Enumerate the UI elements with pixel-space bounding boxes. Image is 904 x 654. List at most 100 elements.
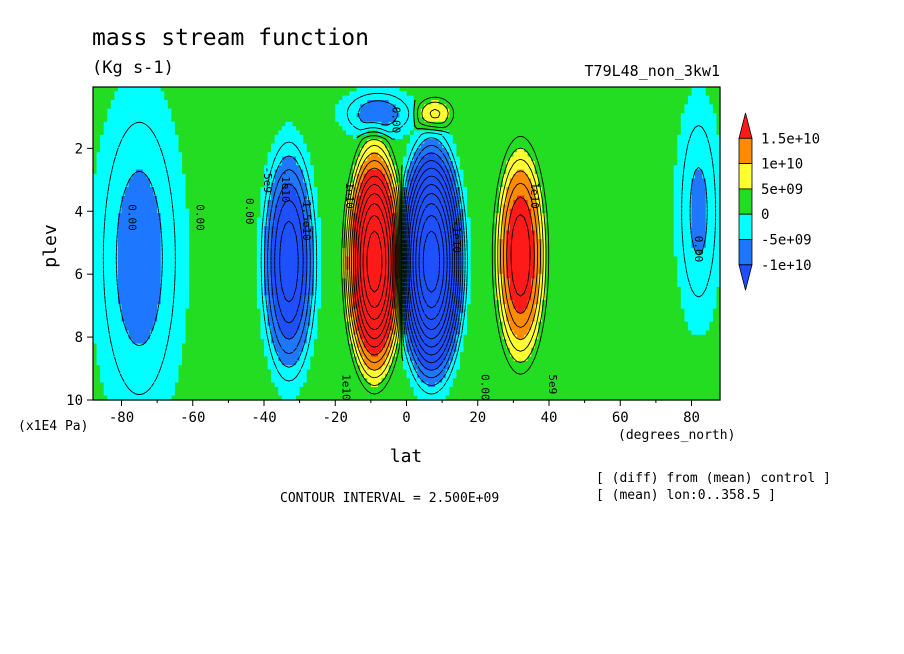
heatmap-cell [627,186,632,192]
heatmap-cell [253,191,258,197]
heatmap-cell [474,104,479,110]
heatmap-cell [174,147,180,153]
heatmap-cell [249,147,254,153]
heatmap-cell [641,104,646,110]
heatmap-cell [492,126,497,132]
heatmap-cell [296,173,301,179]
heatmap-cell [192,208,197,214]
heatmap-cell [513,139,518,145]
heatmap-cell [196,178,201,184]
heatmap-cell [677,100,682,105]
heatmap-cell [142,195,148,201]
heatmap-cell [367,95,372,101]
heatmap-cell [456,104,461,110]
heatmap-cell [520,200,525,205]
heatmap-cell [402,134,408,140]
heatmap-cell [292,113,297,119]
heatmap-cell [670,91,675,97]
heatmap-cell [146,186,151,192]
heatmap-cell [602,191,607,197]
heatmap-cell [645,200,650,205]
heatmap-cell [239,121,244,127]
heatmap-cell [502,117,507,123]
heatmap-cell [452,87,457,92]
heatmap-cell [324,95,329,101]
heatmap-cell [541,204,547,210]
heatmap-cell [702,152,707,158]
heatmap-cell [313,195,319,201]
heatmap-cell [459,195,465,201]
heatmap-cell [335,134,340,140]
heatmap-cell [616,173,621,179]
heatmap-cell [513,113,518,119]
heatmap-cell [516,160,522,166]
heatmap-cell [534,165,539,171]
heatmap-cell [492,139,497,145]
heatmap-cell [281,160,286,166]
heatmap-cell [121,87,126,92]
heatmap-cell [288,200,294,205]
heatmap-cell [370,195,376,201]
heatmap-cell [235,204,240,210]
heatmap-cell [680,200,685,205]
heatmap-cell [378,139,383,145]
heatmap-cell [178,117,183,123]
heatmap-cell [399,104,404,110]
heatmap-cell [435,134,440,140]
heatmap-cell [231,173,237,179]
heatmap-cell [374,195,379,201]
heatmap-cell [495,173,500,179]
heatmap-cell [135,126,140,132]
heatmap-cell [370,152,376,158]
heatmap-cell [317,139,322,145]
heatmap-cell [627,182,632,188]
heatmap-cell [306,165,311,171]
heatmap-cell [221,195,226,201]
heatmap-cell [541,104,547,110]
heatmap-cell [150,200,155,205]
heatmap-cell [627,173,632,179]
heatmap-cell [221,160,226,166]
heatmap-cell [310,156,315,162]
heatmap-cell [484,178,490,184]
heatmap-cell [228,95,233,101]
heatmap-cell [299,134,304,140]
heatmap-cell [328,130,333,136]
heatmap-cell [552,204,557,210]
heatmap-cell [246,156,251,162]
heatmap-cell [135,156,140,162]
heatmap-cell [456,117,461,123]
heatmap-cell [477,134,482,140]
heatmap-cell [424,139,429,145]
heatmap-cell [541,117,547,123]
heatmap-cell [666,204,671,210]
heatmap-cell [623,91,628,97]
heatmap-cell [495,195,500,201]
heatmap-cell [100,173,105,179]
heatmap-cell [606,130,611,136]
heatmap-cell [520,156,525,162]
heatmap-cell [459,113,465,119]
heatmap-cell [559,165,564,171]
heatmap-cell [663,134,668,140]
heatmap-cell [310,108,315,114]
heatmap-cell [477,100,482,105]
heatmap-cell [235,156,240,162]
heatmap-cell [267,147,272,153]
heatmap-cell [506,169,511,175]
heatmap-cell [107,195,112,201]
heatmap-cell [481,147,486,153]
heatmap-cell [698,165,703,171]
heatmap-cell [210,95,215,101]
heatmap-cell [591,143,596,149]
heatmap-cell [189,156,194,162]
heatmap-cell [256,143,262,149]
heatmap-cell [303,134,308,140]
heatmap-cell [335,139,340,145]
heatmap-cell [128,134,133,140]
heatmap-cell [477,95,482,101]
heatmap-cell [402,113,408,119]
heatmap-cell [128,130,133,136]
heatmap-cell [652,126,657,132]
heatmap-cell [655,160,661,166]
